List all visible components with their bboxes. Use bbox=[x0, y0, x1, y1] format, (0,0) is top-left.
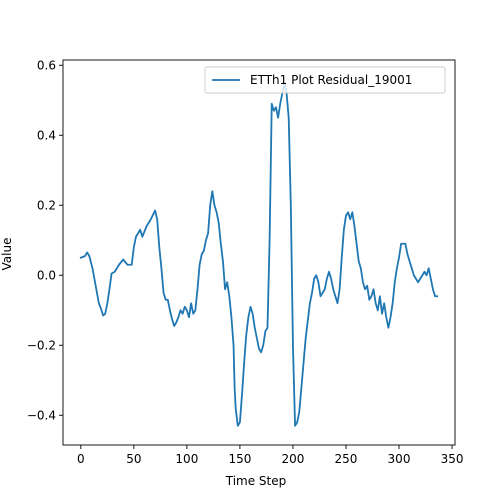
x-tick-label: 250 bbox=[335, 452, 358, 466]
x-tick-label: 200 bbox=[281, 452, 304, 466]
x-axis-label: Time Step bbox=[225, 474, 287, 488]
x-tick-label: 50 bbox=[126, 452, 141, 466]
y-tick-label: 0.6 bbox=[37, 58, 56, 72]
x-tick-label: 0 bbox=[77, 452, 85, 466]
axes-frame bbox=[62, 59, 456, 446]
y-tick-label: −0.2 bbox=[27, 338, 56, 352]
x-tick-label: 300 bbox=[388, 452, 411, 466]
tick-layer: 0 50 100 150 200 250 300 350 −0.4 −0.2 0.0 0.2 0.4 0.… bbox=[27, 58, 464, 466]
y-tick-label: 0.2 bbox=[37, 198, 56, 212]
legend-box bbox=[204, 66, 446, 94]
y-axis-label: Value bbox=[0, 238, 14, 271]
y-tick-label: 0.4 bbox=[37, 128, 56, 142]
plot-area bbox=[79, 81, 439, 427]
x-tick-label: 150 bbox=[228, 452, 251, 466]
legend-label: ETTh1 Plot Residual_19001 bbox=[250, 73, 412, 87]
series-line-0 bbox=[79, 81, 439, 427]
legend: ETTh1 Plot Residual_19001 bbox=[204, 66, 446, 94]
y-tick-label: 0.0 bbox=[37, 268, 56, 282]
x-tick-label: 100 bbox=[175, 452, 198, 466]
y-tick-label: −0.4 bbox=[27, 408, 56, 422]
x-tick-label: 350 bbox=[441, 452, 464, 466]
